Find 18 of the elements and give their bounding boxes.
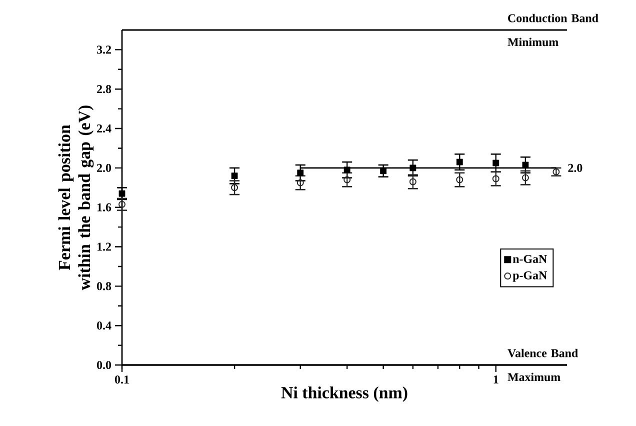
legend-label: p-GaN: [512, 271, 547, 282]
text: Valence Band Maximum: [508, 348, 578, 382]
x-axis-title: Ni thickness (nm): [281, 386, 408, 402]
y-tick-label: 2.8: [97, 85, 112, 94]
annotation: 2.0: [568, 164, 582, 172]
y-tick-label: 1.2: [97, 242, 111, 251]
y-tick-label: 2.4: [97, 124, 112, 133]
y-tick-label: 0.8: [96, 282, 112, 290]
y-axis-title: Fermi level position within the band gap (eV): [58, 106, 94, 290]
y-tick-label: 2.0: [97, 164, 112, 172]
legend-label: n-GaN: [512, 254, 547, 263]
y-tick-label: 0.4: [96, 322, 112, 330]
x-tick-label: 1: [494, 376, 498, 384]
text: Conduction Band Minimum: [508, 14, 598, 46]
y-tick-label: 3.2: [96, 46, 111, 54]
x-tick-label: 0.1: [114, 376, 129, 384]
y-tick-label: 0.0: [96, 360, 112, 370]
y-tick-label: 1.6: [97, 203, 112, 212]
